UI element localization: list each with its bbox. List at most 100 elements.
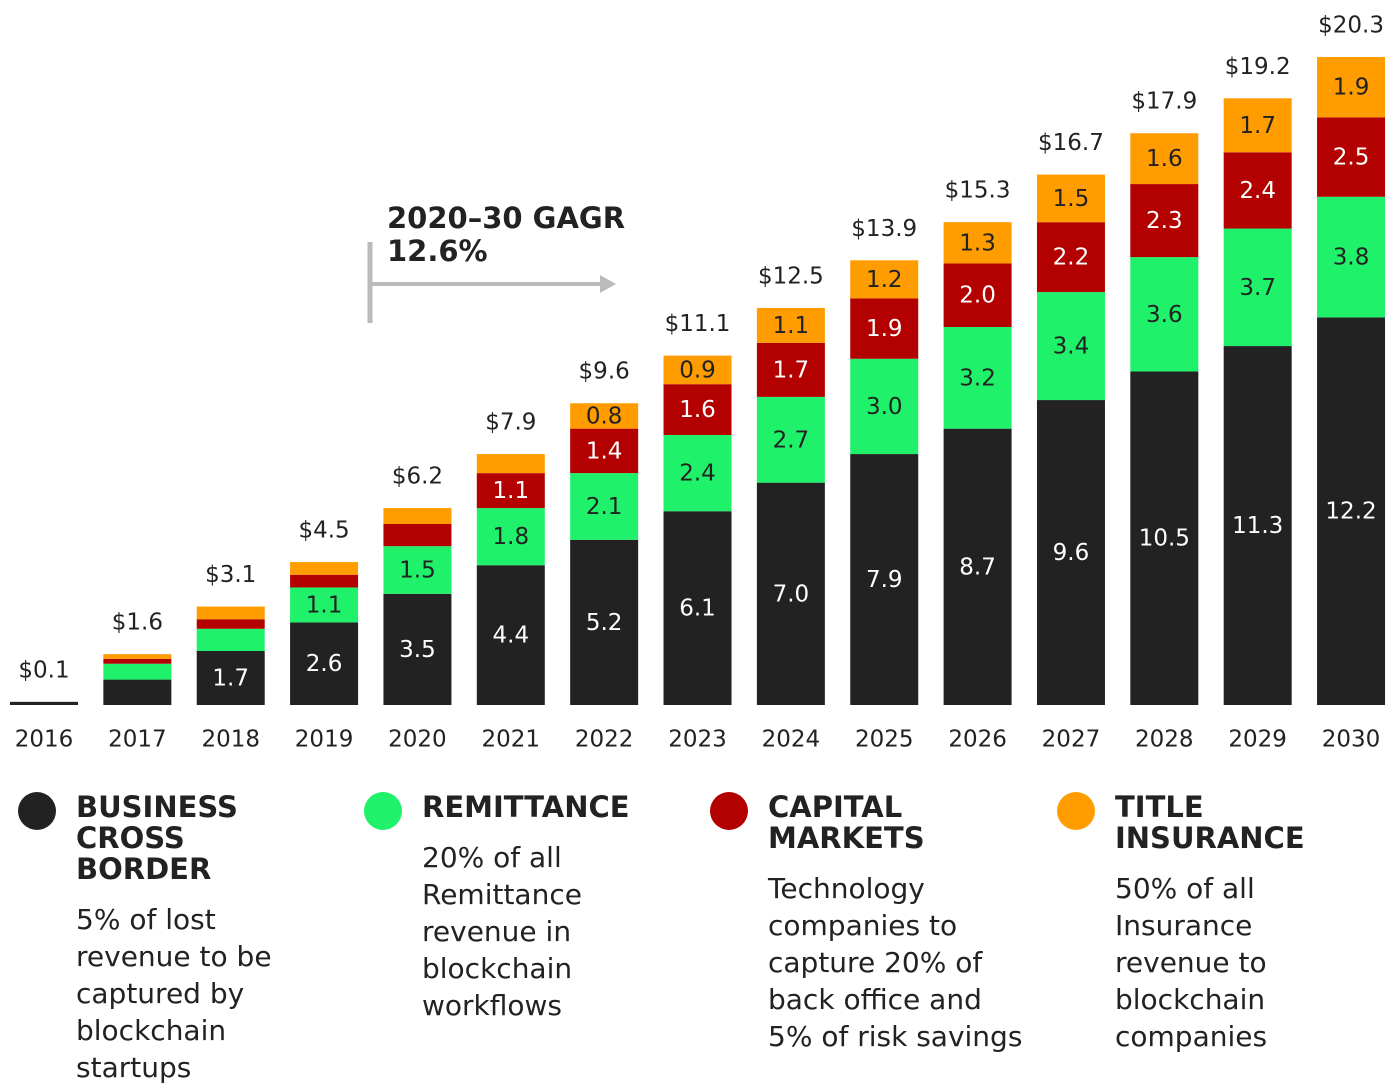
bar-segment bbox=[476, 565, 545, 705]
data-label: 12.2 bbox=[1325, 499, 1376, 525]
total-label: $13.9 bbox=[851, 216, 917, 242]
data-label: 0.8 bbox=[586, 403, 623, 429]
bar-segment bbox=[476, 473, 545, 509]
bar-segment bbox=[943, 428, 1012, 705]
bar-segment bbox=[1223, 98, 1292, 153]
x-tick-label: 2024 bbox=[762, 727, 821, 753]
data-label: 1.8 bbox=[493, 524, 530, 550]
data-label: 1.1 bbox=[306, 592, 343, 618]
bar-segment bbox=[1317, 317, 1386, 705]
bar-segment bbox=[290, 574, 359, 588]
bar-segment bbox=[663, 511, 732, 705]
data-label: 1.9 bbox=[866, 316, 903, 342]
data-label: 1.5 bbox=[399, 558, 436, 584]
legend-description: 50% of all Insurance revenue to blockcha… bbox=[1115, 872, 1268, 1053]
data-label: 10.5 bbox=[1139, 526, 1190, 552]
bar-segment bbox=[1317, 117, 1386, 197]
data-label: 2.4 bbox=[679, 461, 716, 487]
data-label: 8.7 bbox=[959, 554, 996, 580]
bar-segment bbox=[570, 473, 639, 540]
total-label: $6.2 bbox=[392, 464, 443, 490]
x-tick-label: 2027 bbox=[1042, 727, 1101, 753]
chart: 2020–30 GAGR 12.6% $0.1 2016 $1.6 2017 1.7 $3… bbox=[10, 13, 1386, 753]
data-label: 4.4 bbox=[493, 623, 530, 649]
data-label: 1.6 bbox=[1146, 146, 1183, 172]
x-tick-label: 2023 bbox=[668, 727, 727, 753]
legend-name: REMITTANCE bbox=[422, 790, 630, 824]
total-label: $20.3 bbox=[1318, 13, 1384, 39]
data-label: 3.7 bbox=[1239, 275, 1276, 301]
x-tick-label: 2020 bbox=[388, 727, 447, 753]
data-label: 2.6 bbox=[306, 651, 343, 677]
bar-segment bbox=[196, 619, 265, 629]
data-label: 2.1 bbox=[586, 494, 623, 520]
bar-segment bbox=[1130, 371, 1199, 705]
data-label: 1.7 bbox=[1239, 113, 1276, 139]
bar-segment bbox=[10, 701, 78, 705]
bar-segment bbox=[290, 622, 359, 705]
legend-item: REMITTANCE 20% of all Remittance revenue … bbox=[364, 776, 712, 1024]
x-tick-label: 2019 bbox=[295, 727, 354, 753]
bar-segment bbox=[196, 651, 265, 705]
bar-segment bbox=[476, 454, 545, 474]
bar-segment bbox=[1223, 152, 1292, 229]
bar-segment bbox=[570, 539, 639, 705]
bar-segment bbox=[943, 263, 1012, 327]
legend-swatch bbox=[18, 792, 56, 830]
legend-swatch bbox=[1057, 792, 1095, 830]
data-label: 3.0 bbox=[866, 394, 903, 420]
data-label: 0.9 bbox=[679, 357, 716, 383]
bar-segment bbox=[756, 396, 825, 483]
annotation: 12.6% bbox=[387, 234, 488, 268]
total-label: $16.7 bbox=[1038, 130, 1104, 156]
x-tick-label: 2026 bbox=[948, 727, 1007, 753]
bar-segment bbox=[756, 307, 825, 343]
total-label: $19.2 bbox=[1225, 54, 1291, 80]
data-label: 3.8 bbox=[1333, 245, 1370, 271]
total-label: $12.5 bbox=[758, 263, 824, 289]
bar-segment bbox=[196, 628, 265, 651]
bar-segment bbox=[103, 654, 172, 659]
data-label: 1.5 bbox=[1053, 186, 1090, 212]
data-label: 2.3 bbox=[1146, 208, 1183, 234]
bar-segment bbox=[663, 435, 732, 512]
data-label: 2.0 bbox=[959, 283, 996, 309]
bar-segment bbox=[103, 658, 172, 664]
data-label: 1.1 bbox=[773, 313, 810, 339]
data-label: 7.9 bbox=[866, 567, 903, 593]
legend-description: Technology companies to capture 20% of b… bbox=[768, 872, 1023, 1053]
bar-segment bbox=[196, 606, 265, 620]
data-label: 3.2 bbox=[959, 365, 996, 391]
bar-segment bbox=[103, 679, 172, 705]
data-label: 1.7 bbox=[773, 357, 810, 383]
bar-segment bbox=[1036, 174, 1105, 223]
data-label: 2.2 bbox=[1053, 245, 1090, 271]
bar-segment bbox=[850, 298, 919, 359]
x-tick-label: 2025 bbox=[855, 727, 914, 753]
bar-segment bbox=[290, 587, 359, 623]
total-label: $7.9 bbox=[485, 410, 536, 436]
data-label: 1.7 bbox=[212, 666, 249, 692]
bar-segment bbox=[570, 403, 639, 429]
bar-segment bbox=[943, 222, 1012, 264]
total-label: $0.1 bbox=[18, 657, 69, 683]
legend-item: CAPITAL MARKETS Technology companies to c… bbox=[710, 776, 1058, 1055]
arrow-head bbox=[600, 275, 616, 293]
x-tick-label: 2022 bbox=[575, 727, 634, 753]
data-label: 1.1 bbox=[493, 478, 530, 504]
x-tick-label: 2021 bbox=[482, 727, 541, 753]
data-label: 1.4 bbox=[586, 438, 623, 464]
total-label: $1.6 bbox=[112, 610, 163, 636]
total-label: $9.6 bbox=[579, 359, 630, 385]
bar-segment bbox=[1036, 400, 1105, 705]
bar-segment bbox=[383, 508, 452, 524]
bar-segment bbox=[103, 663, 172, 680]
legend-description: 20% of all Remittance revenue in blockch… bbox=[422, 841, 582, 1022]
legend-swatch bbox=[364, 792, 402, 830]
bar-segment bbox=[1130, 184, 1199, 258]
bar-segment bbox=[1223, 228, 1292, 347]
annotation: 2020–30 GAGR bbox=[387, 201, 625, 235]
bar-segment bbox=[663, 384, 732, 435]
x-tick-label: 2016 bbox=[15, 727, 74, 753]
legend-name: TITLE INSURANCE bbox=[1115, 790, 1305, 855]
